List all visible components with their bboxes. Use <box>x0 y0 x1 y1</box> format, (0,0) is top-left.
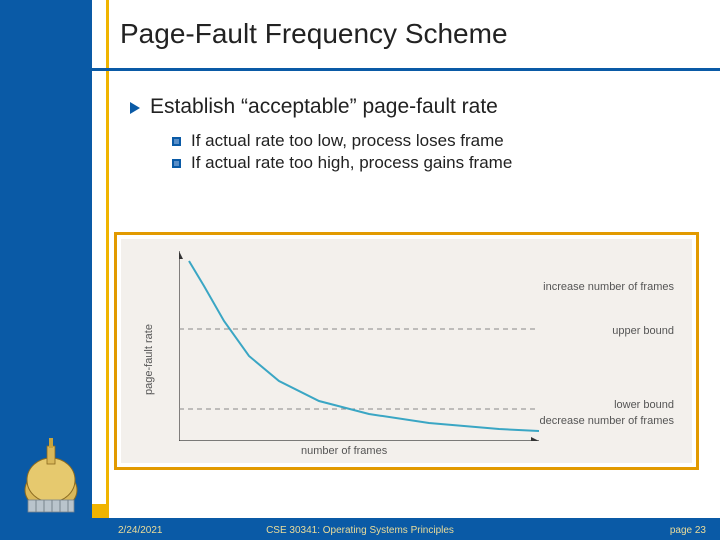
left-white-strip <box>92 0 106 540</box>
page-title: Page-Fault Frequency Scheme <box>120 18 710 50</box>
bullet-sub: If actual rate too low, process loses fr… <box>172 131 700 151</box>
content-area: Establish “acceptable” page-fault rate I… <box>130 95 700 175</box>
footer-page: page 23 <box>670 525 706 536</box>
y-axis-arrow-icon <box>179 251 183 259</box>
chart-background: page-fault rate number of frames increas… <box>121 239 692 463</box>
yellow-corner-square <box>92 504 106 518</box>
bullet-main-text: Establish “acceptable” page-fault rate <box>150 95 498 119</box>
bullet-sub-text: If actual rate too high, process gains f… <box>191 153 512 173</box>
left-yellow-line <box>106 0 109 540</box>
chart-plot <box>179 251 539 441</box>
page-fault-curve <box>189 261 539 431</box>
chart-svg <box>179 251 539 441</box>
square-bullet-icon <box>172 159 181 168</box>
annotation-lower: lower bound <box>614 399 674 412</box>
footer-center: CSE 30341: Operating Systems Principles <box>0 525 720 536</box>
chart-container: page-fault rate number of frames increas… <box>114 232 699 470</box>
annotation-increase: increase number of frames <box>543 281 674 294</box>
bullet-sub: If actual rate too high, process gains f… <box>172 153 700 173</box>
title-underline <box>0 68 720 71</box>
y-axis-label: page-fault rate <box>143 324 155 395</box>
bullet-sub-text: If actual rate too low, process loses fr… <box>191 131 504 151</box>
annotation-upper: upper bound <box>612 325 674 338</box>
annotation-decrease: decrease number of frames <box>539 415 674 428</box>
square-bullet-icon <box>172 137 181 146</box>
triangle-bullet-icon <box>130 102 140 114</box>
x-axis-label: number of frames <box>301 445 387 457</box>
x-axis-arrow-icon <box>531 437 539 441</box>
dome-logo-icon <box>20 436 82 514</box>
sub-bullet-list: If actual rate too low, process loses fr… <box>172 131 700 173</box>
bullet-main: Establish “acceptable” page-fault rate <box>130 95 700 119</box>
